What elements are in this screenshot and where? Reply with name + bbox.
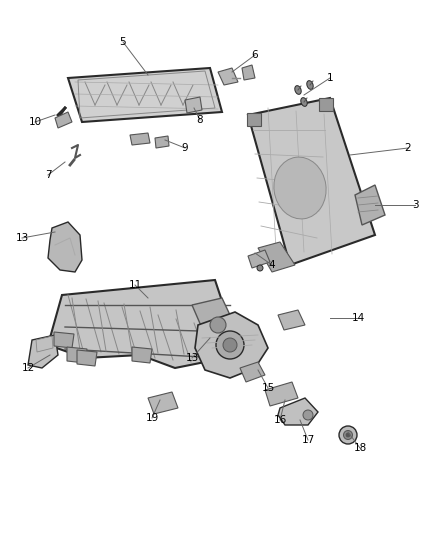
Text: 19: 19: [145, 413, 159, 423]
Polygon shape: [130, 133, 150, 145]
Polygon shape: [192, 298, 238, 342]
Text: 12: 12: [21, 363, 35, 373]
Polygon shape: [77, 350, 97, 366]
Ellipse shape: [301, 98, 307, 107]
Polygon shape: [148, 392, 178, 414]
Polygon shape: [54, 332, 74, 348]
Polygon shape: [258, 242, 295, 272]
Polygon shape: [248, 250, 270, 268]
Ellipse shape: [303, 410, 313, 420]
Ellipse shape: [223, 338, 237, 352]
Polygon shape: [48, 280, 240, 368]
Polygon shape: [218, 68, 238, 85]
Text: 5: 5: [120, 37, 126, 47]
Text: 7: 7: [45, 170, 51, 180]
Text: 17: 17: [301, 435, 314, 445]
Text: 3: 3: [412, 200, 418, 210]
Ellipse shape: [216, 331, 244, 359]
Polygon shape: [48, 222, 82, 272]
Ellipse shape: [257, 265, 263, 271]
Text: 1: 1: [327, 73, 333, 83]
Polygon shape: [265, 382, 298, 406]
Text: 9: 9: [182, 143, 188, 153]
Polygon shape: [242, 65, 255, 80]
Polygon shape: [248, 98, 375, 265]
Text: 13: 13: [15, 233, 28, 243]
Polygon shape: [67, 347, 87, 363]
Ellipse shape: [343, 431, 353, 440]
Polygon shape: [132, 347, 152, 363]
Ellipse shape: [346, 433, 350, 437]
Text: 11: 11: [128, 280, 141, 290]
Text: 18: 18: [353, 443, 367, 453]
Text: 6: 6: [252, 50, 258, 60]
Polygon shape: [28, 335, 58, 368]
Polygon shape: [355, 185, 385, 225]
Text: 13: 13: [185, 353, 198, 363]
Text: 14: 14: [351, 313, 364, 323]
Ellipse shape: [210, 317, 226, 333]
Text: 4: 4: [268, 260, 276, 270]
Text: 8: 8: [197, 115, 203, 125]
Polygon shape: [68, 68, 222, 122]
Ellipse shape: [295, 86, 301, 94]
Text: 10: 10: [28, 117, 42, 127]
Polygon shape: [195, 312, 268, 378]
Text: 16: 16: [273, 415, 286, 425]
Polygon shape: [240, 362, 265, 382]
Ellipse shape: [307, 80, 313, 90]
Polygon shape: [55, 112, 72, 128]
Polygon shape: [185, 97, 202, 113]
Text: 2: 2: [405, 143, 411, 153]
Polygon shape: [247, 113, 261, 126]
Text: 15: 15: [261, 383, 275, 393]
Ellipse shape: [339, 426, 357, 444]
Polygon shape: [319, 98, 333, 111]
Ellipse shape: [274, 157, 326, 219]
Polygon shape: [155, 136, 169, 148]
Polygon shape: [278, 398, 318, 425]
Polygon shape: [278, 310, 305, 330]
